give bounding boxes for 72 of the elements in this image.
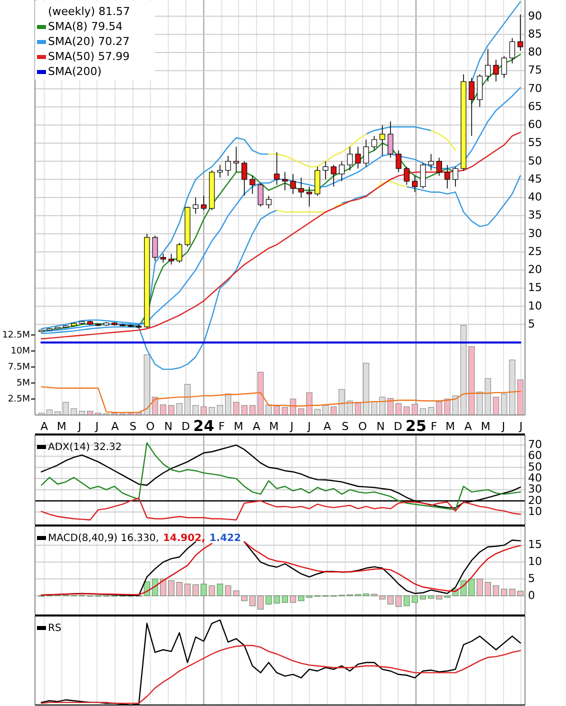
y-tick-label: 30 — [528, 482, 542, 496]
y2-tick-label: 5M — [16, 378, 30, 388]
x-tick-label: M — [234, 420, 244, 434]
y-tick-label: 45 — [528, 172, 542, 186]
x-tick-label: J — [518, 420, 523, 434]
y-tick-label: 35 — [528, 208, 542, 222]
x-tick-label: A — [40, 420, 49, 434]
y-tick-label: 65 — [528, 100, 542, 113]
y-tick-label: 40 — [528, 190, 542, 204]
y-tick-label: 10 — [528, 555, 542, 568]
x-tick-label: A — [323, 420, 332, 434]
y-tick-label: 5 — [528, 572, 535, 585]
x-tick-label: M — [269, 420, 279, 434]
series-label: 14.902, — [162, 532, 206, 544]
y-tick-label: 75 — [528, 64, 542, 77]
y2-tick-label: 10M — [10, 346, 30, 356]
y-tick-label: 85 — [528, 27, 542, 40]
y-tick-label: 10 — [528, 299, 542, 312]
x-tick-label: 24 — [193, 417, 214, 436]
y-tick-label: 5 — [528, 317, 535, 330]
y-tick-label: 50 — [528, 154, 542, 168]
y-tick-label: 55 — [528, 136, 542, 150]
y-tick-label: 10 — [528, 505, 542, 518]
x-tick-label: N — [164, 420, 172, 434]
y-tick-label: 0 — [528, 588, 535, 602]
legend-label: ADX(14) 32.32 — [48, 442, 122, 453]
x-tick-label: D — [394, 420, 402, 434]
y2-tick-label: 12.5M — [2, 330, 30, 340]
legend-label: SMA(50) 57.99 — [48, 50, 130, 64]
x-tick-label: A — [252, 420, 261, 434]
x-tick-label: O — [146, 420, 156, 434]
y-tick-label: 70 — [528, 82, 542, 95]
y2-tick-label: 7.5M — [8, 362, 30, 372]
annotation: 1.422 — [209, 532, 241, 544]
y-tick-label: 50 — [528, 460, 542, 474]
y-tick-label: 80 — [528, 46, 542, 59]
x-tick-label: J — [289, 420, 294, 434]
x-tick-label: J — [94, 420, 99, 434]
x-tick-label: M — [480, 420, 490, 434]
y-tick-label: 20 — [528, 494, 542, 507]
legend-label: MACD(8,40,9) 16.330, — [48, 532, 159, 544]
x-tick-label: F — [218, 420, 225, 434]
x-tick-label: 25 — [406, 417, 426, 436]
x-tick-label: O — [358, 420, 368, 434]
x-tick-label: F — [430, 420, 438, 434]
y-tick-label: 70 — [528, 438, 542, 452]
x-tick-label: J — [306, 420, 311, 434]
x-tick-label: N — [376, 420, 385, 434]
legend-label: SMA(20) 70.27 — [48, 35, 130, 48]
x-tick-label: A — [111, 420, 120, 434]
x-tick-label: S — [342, 420, 349, 434]
legend-label: SMA(200) — [48, 65, 102, 78]
legend-label: SMA(8) 79.54 — [48, 20, 123, 34]
x-tick-label: M — [56, 420, 66, 434]
x-tick-label: M — [445, 420, 455, 434]
y-tick-label: 15 — [528, 538, 542, 552]
y-tick-label: 60 — [528, 118, 542, 132]
y-tick-label: 40 — [528, 472, 542, 485]
x-tick-label: S — [130, 420, 137, 434]
y-tick-label: 90 — [528, 9, 542, 22]
y-tick-label: 25 — [528, 244, 542, 258]
text: (weekly) 81.57 — [48, 5, 130, 18]
legend-label: RS — [48, 622, 62, 634]
y-tick-label: 30 — [528, 226, 542, 240]
x-tick-label: J — [77, 420, 82, 434]
y2-tick-label: 2.5M — [8, 394, 30, 404]
x-tick-label: J — [500, 420, 506, 434]
y-tick-label: 60 — [528, 449, 542, 462]
x-tick-label: D — [182, 420, 190, 434]
y-tick-label: 20 — [528, 263, 542, 276]
y-tick-label: 15 — [528, 281, 542, 294]
x-tick-label: A — [464, 420, 472, 434]
